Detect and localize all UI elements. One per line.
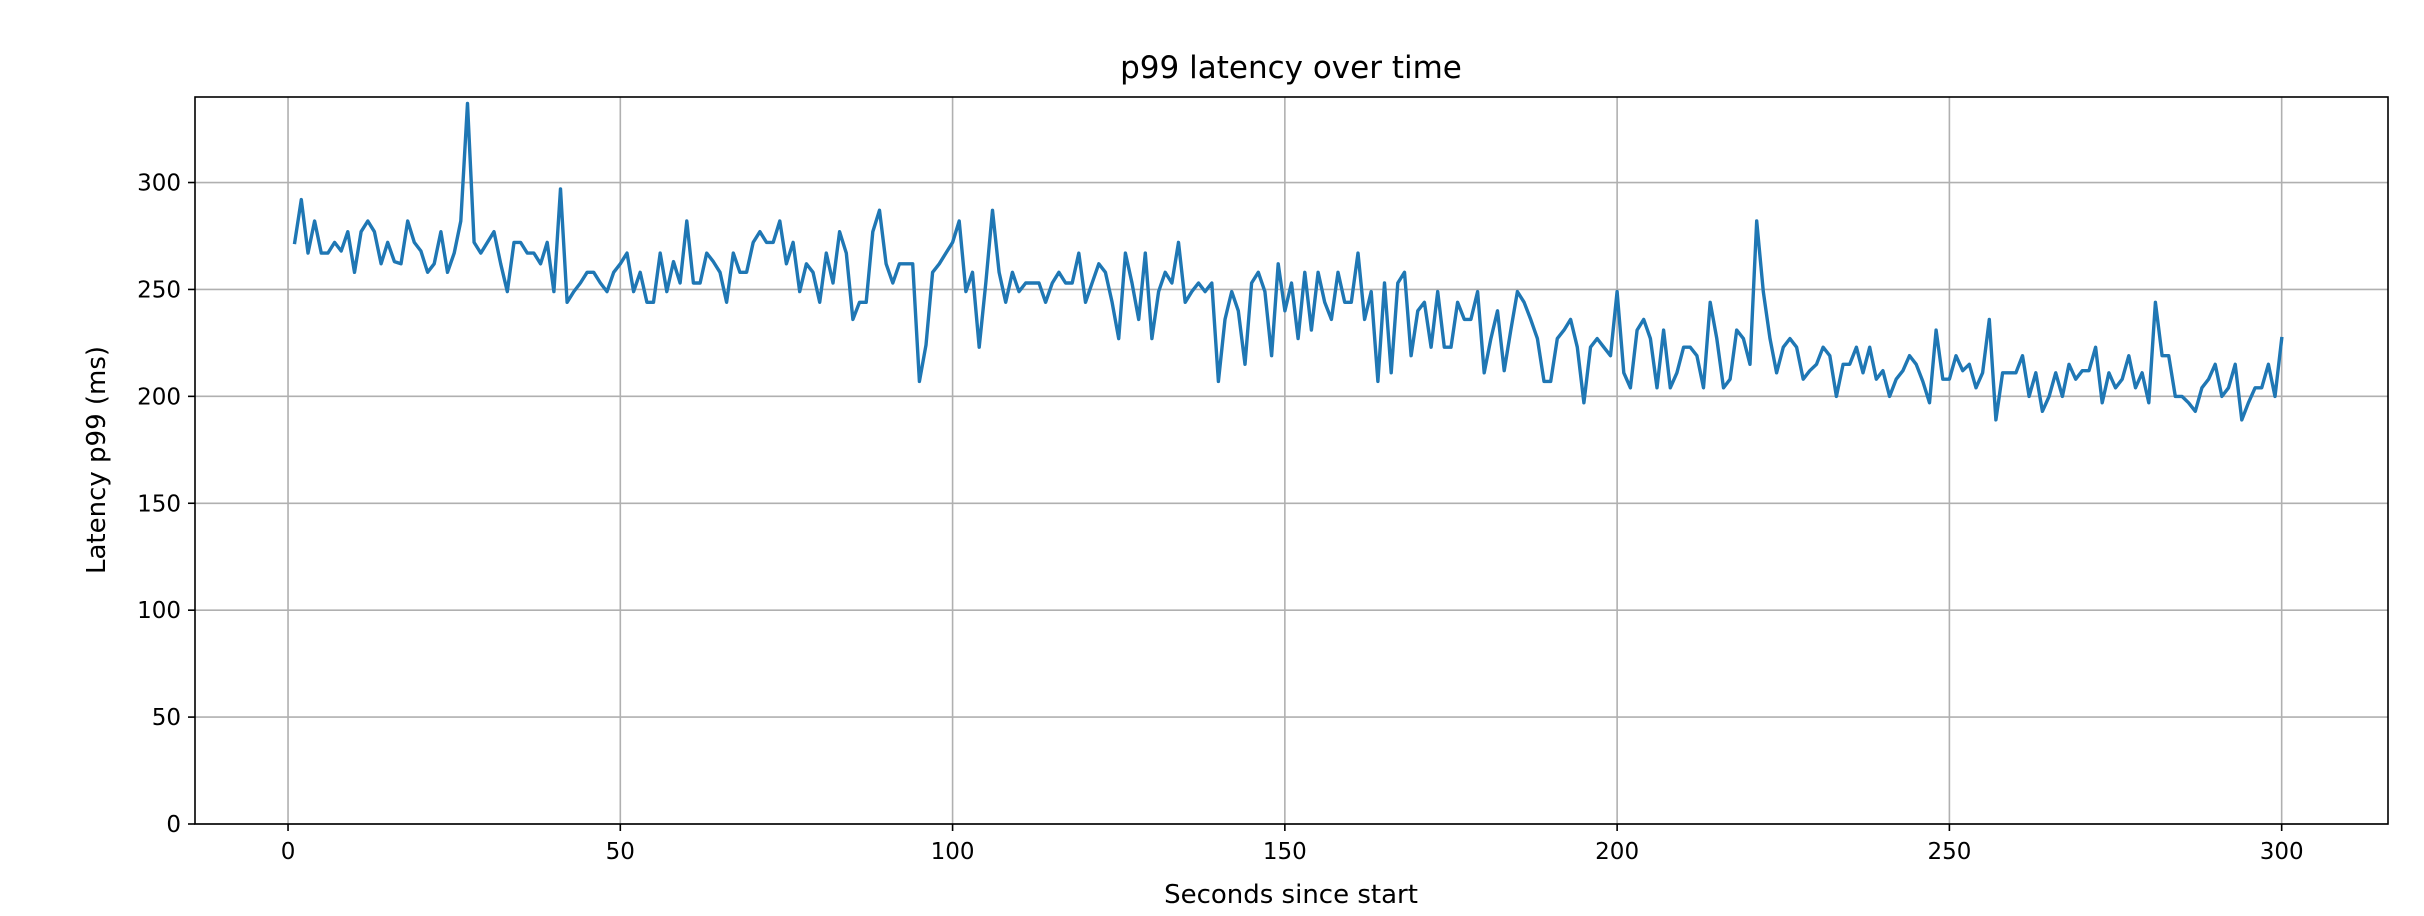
chart-title: p99 latency over time — [1120, 50, 1462, 86]
y-tick-label: 100 — [137, 598, 181, 624]
x-axis-title: Seconds since start — [1164, 880, 1418, 910]
x-tick-label: 50 — [606, 839, 635, 865]
x-tick-label: 250 — [1927, 839, 1971, 865]
plot-area-frame — [194, 96, 2389, 825]
y-tick-label: 300 — [137, 171, 181, 197]
x-tick-label: 300 — [2260, 839, 2304, 865]
y-tick-label: 200 — [137, 384, 181, 410]
y-axis-title: Latency p99 (ms) — [82, 346, 112, 574]
axis-ticks: 0 50 100 150 200 250 300 0 50 100 150 200 250 300 — [137, 171, 2304, 865]
series-line — [292, 101, 2284, 422]
y-tick-label: 0 — [166, 812, 181, 838]
series-layer — [292, 101, 2284, 422]
x-tick-label: 0 — [281, 839, 296, 865]
y-tick-label: 250 — [137, 277, 181, 303]
y-tick-label: 150 — [137, 491, 181, 517]
x-tick-label: 150 — [1263, 839, 1307, 865]
y-tick-label: 50 — [152, 705, 181, 731]
x-tick-label: 100 — [931, 839, 975, 865]
x-tick-label: 200 — [1595, 839, 1639, 865]
